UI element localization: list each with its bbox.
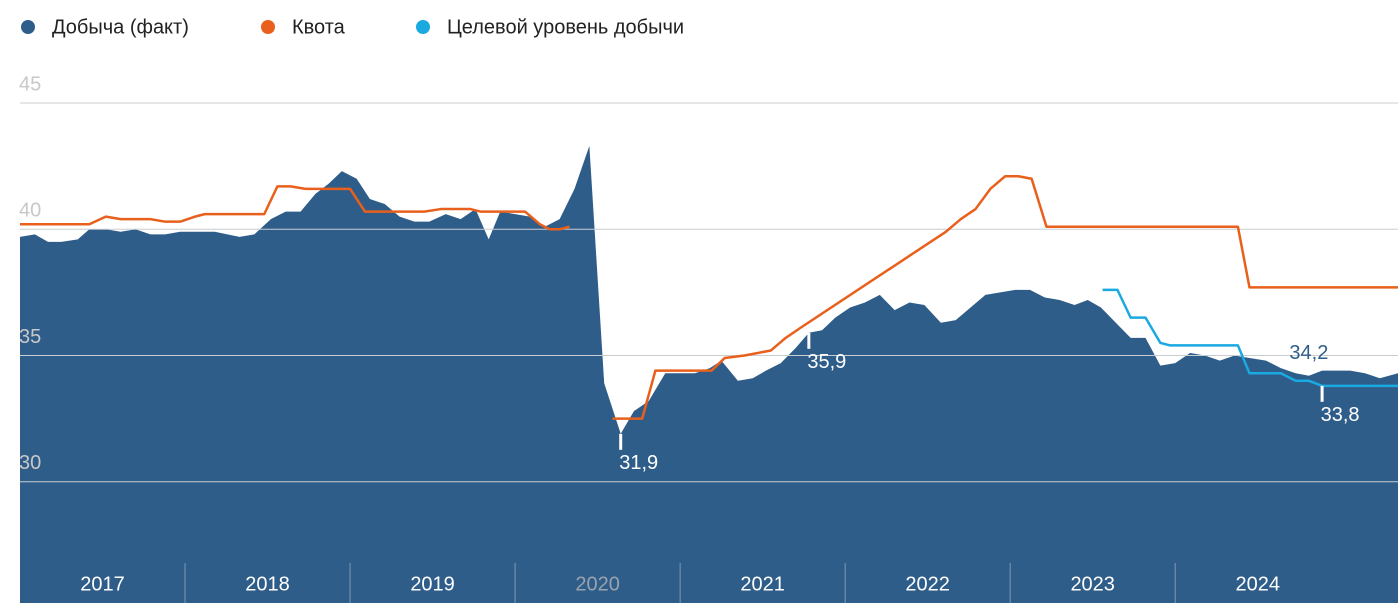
x-tick-label: 2024 xyxy=(1235,573,1280,595)
y-tick-label: 45 xyxy=(19,73,41,95)
x-tick-label: 2018 xyxy=(245,573,290,595)
area xyxy=(20,145,1398,603)
line xyxy=(20,174,1398,420)
x-tick-label: 2019 xyxy=(410,573,455,595)
legend-label: Добыча (факт) xyxy=(52,16,189,38)
x-tick-label: 2020 xyxy=(575,573,620,595)
x-tick-label: 2022 xyxy=(905,573,950,595)
annotation-label: 31,9 xyxy=(619,452,658,474)
x-tick-label: 2023 xyxy=(1070,573,1115,595)
y-tick-label: 35 xyxy=(19,326,41,348)
y-tick-label: 30 xyxy=(19,452,41,474)
x-tick-label: 2021 xyxy=(740,573,785,595)
annotation-label: 35,9 xyxy=(807,351,846,373)
annotation-label: 34,2 xyxy=(1289,342,1328,364)
legend-marker xyxy=(261,20,275,34)
legend-label: Целевой уровень добычи xyxy=(447,16,684,38)
legend-label: Квота xyxy=(292,16,346,38)
legend-marker xyxy=(416,20,430,34)
x-tick-label: 2017 xyxy=(80,573,125,595)
annotation-label: 33,8 xyxy=(1321,404,1360,426)
legend-marker xyxy=(21,20,35,34)
line xyxy=(1102,288,1398,388)
y-tick-label: 40 xyxy=(19,200,41,222)
